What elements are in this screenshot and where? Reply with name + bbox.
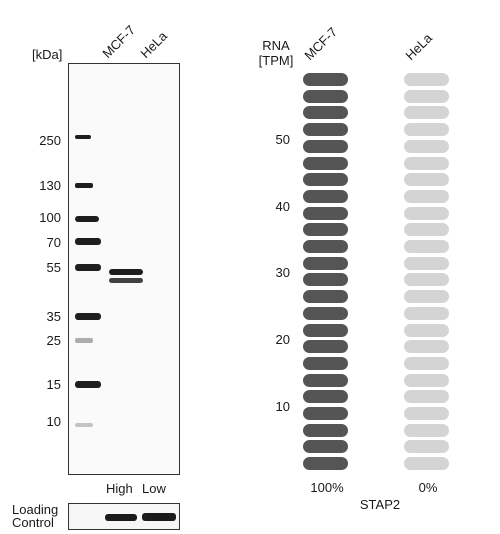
sample-band-lower (109, 278, 143, 283)
tpm-label: [TPM] (258, 53, 294, 68)
rna-ytick-40: 40 (275, 199, 290, 214)
gene-name: STAP2 (359, 497, 401, 512)
marker-10: 10 (46, 414, 61, 429)
rna-pill-mcf7 (303, 407, 348, 420)
rna-pill-mcf7 (303, 423, 348, 437)
rna-pill-hela (404, 223, 449, 237)
ladder-band-25 (75, 338, 93, 343)
rna-pill-mcf7 (303, 457, 348, 471)
loading-band-low (142, 513, 176, 521)
rna-pill-mcf7 (303, 139, 348, 153)
rna-ytick-50: 50 (275, 132, 290, 147)
marker-25: 25 (46, 333, 61, 348)
ladder-band-70 (75, 238, 101, 245)
rna-pill-hela (404, 457, 449, 471)
rna-pill-mcf7 (303, 256, 348, 270)
rna-pill-mcf7 (303, 440, 348, 454)
rna-pill-mcf7 (303, 106, 348, 120)
loading-control-line2: Control (12, 515, 54, 530)
rna-pill-hela (404, 423, 449, 437)
rna-pill-hela (404, 156, 449, 170)
marker-15: 15 (46, 377, 61, 392)
marker-250: 250 (39, 133, 61, 148)
ladder-band-15 (75, 381, 101, 388)
rna-pill-hela (404, 139, 449, 153)
rna-ytick-10: 10 (275, 399, 290, 414)
marker-55: 55 (46, 260, 61, 275)
rna-pill-mcf7 (303, 290, 348, 304)
rna-pill-mcf7 (303, 89, 348, 103)
rna-pill-hela (404, 256, 449, 270)
rna-pill-hela (404, 407, 449, 420)
loading-control-blot (68, 503, 180, 530)
marker-70: 70 (46, 235, 61, 250)
ladder-band-35 (75, 313, 101, 320)
rna-pill-mcf7 (303, 340, 348, 354)
rna-pill-mcf7 (303, 373, 348, 387)
lane-label-hela: HeLa (137, 28, 170, 61)
rna-pill-hela (404, 323, 449, 337)
rna-percent-hela: 0% (418, 480, 438, 495)
rna-pill-hela (404, 440, 449, 454)
rna-pill-hela (404, 340, 449, 354)
rna-pill-hela (404, 89, 449, 103)
rna-pill-mcf7 (303, 306, 348, 320)
rna-pill-hela (404, 189, 449, 203)
rna-percent-mcf7: 100% (310, 480, 344, 495)
ladder-band-130 (75, 183, 93, 188)
rna-pill-hela (404, 306, 449, 320)
ladder-band-250 (75, 135, 91, 139)
rna-pill-mcf7 (303, 273, 348, 287)
rna-pill-hela (404, 123, 449, 137)
rna-pill-hela (404, 356, 449, 370)
rna-pill-hela (404, 390, 449, 404)
rna-pill-mcf7 (303, 390, 348, 404)
marker-100: 100 (39, 210, 61, 225)
rna-pill-mcf7 (303, 73, 348, 86)
rna-pill-mcf7 (303, 173, 348, 187)
ladder-band-55 (75, 264, 101, 271)
rna-pill-hela (404, 173, 449, 187)
rna-ytick-30: 30 (275, 265, 290, 280)
lane-load-high: High (106, 481, 133, 496)
loading-control-bands (105, 513, 176, 521)
rna-pill-mcf7 (303, 156, 348, 170)
rna-pill-hela (404, 273, 449, 287)
loading-band-high (105, 514, 137, 521)
rna-pill-mcf7 (303, 323, 348, 337)
rna-pill-hela (404, 206, 449, 220)
sample-band-upper (109, 269, 143, 275)
blot-bands (75, 135, 143, 427)
rna-col-label-hela: HeLa (402, 30, 435, 63)
rna-label: RNA (262, 38, 290, 53)
marker-130: 130 (39, 178, 61, 193)
rna-ytick-20: 20 (275, 332, 290, 347)
rna-pill-mcf7 (303, 223, 348, 237)
western-blot-image (68, 63, 180, 475)
rna-unit-label: RNA [TPM] (254, 38, 298, 68)
loading-control-line1: Loading (12, 502, 59, 517)
rna-pill-hela (404, 290, 449, 304)
marker-35: 35 (46, 309, 61, 324)
rna-pill-hela (404, 106, 449, 120)
ladder-band-100 (75, 216, 99, 222)
rna-pill-hela (404, 73, 449, 86)
kda-label: [kDa] (32, 47, 63, 62)
rna-pill-hela (404, 373, 449, 387)
rna-pill-hela (404, 240, 449, 253)
rna-col-label-mcf7: MCF-7 (301, 24, 341, 64)
loading-control-label: Loading Control (12, 503, 58, 529)
lane-label-mcf7: MCF-7 (99, 22, 139, 62)
ladder-band-10 (75, 423, 93, 427)
lane-load-low: Low (142, 481, 166, 496)
rna-pill-mcf7 (303, 240, 348, 253)
rna-pill-mcf7 (303, 123, 348, 137)
rna-pill-mcf7 (303, 189, 348, 203)
rna-pill-mcf7 (303, 206, 348, 220)
rna-pill-mcf7 (303, 356, 348, 370)
